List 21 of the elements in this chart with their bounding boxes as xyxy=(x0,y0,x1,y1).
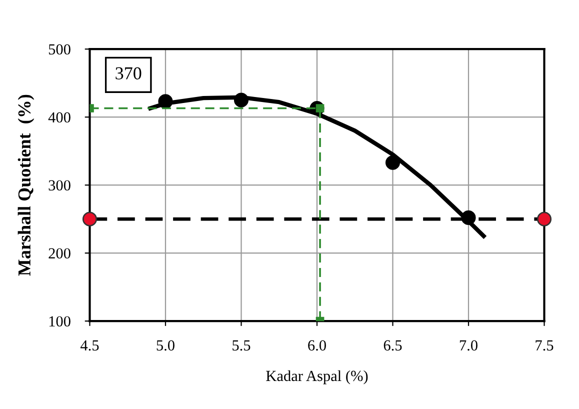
point xyxy=(158,94,173,109)
point xyxy=(82,212,98,226)
y-tick-label: 500 xyxy=(48,44,70,55)
point xyxy=(461,210,476,225)
x-axis-title: Kadar Aspal (%) xyxy=(266,370,368,384)
y-axis-title: Marshall Quotient (%) xyxy=(18,94,34,276)
point xyxy=(536,212,552,226)
point xyxy=(234,92,249,108)
x-tick-label: 7.5 xyxy=(536,340,554,351)
x-tick-label: 4.5 xyxy=(80,340,99,351)
y-tick-label: 400 xyxy=(48,112,70,123)
x-tick-label: 5.0 xyxy=(156,340,174,351)
x-tick-label: 6.5 xyxy=(384,340,402,351)
y-tick-label: 200 xyxy=(48,248,70,259)
point xyxy=(385,155,400,170)
x-tick-label: 5.5 xyxy=(232,340,250,351)
x-tick-label: 6.0 xyxy=(308,340,326,351)
y-tick-label: 300 xyxy=(48,180,70,191)
y-tick-label: 100 xyxy=(49,316,70,327)
annotation: 370 xyxy=(116,67,142,80)
x-tick-label: 7.0 xyxy=(460,340,478,351)
